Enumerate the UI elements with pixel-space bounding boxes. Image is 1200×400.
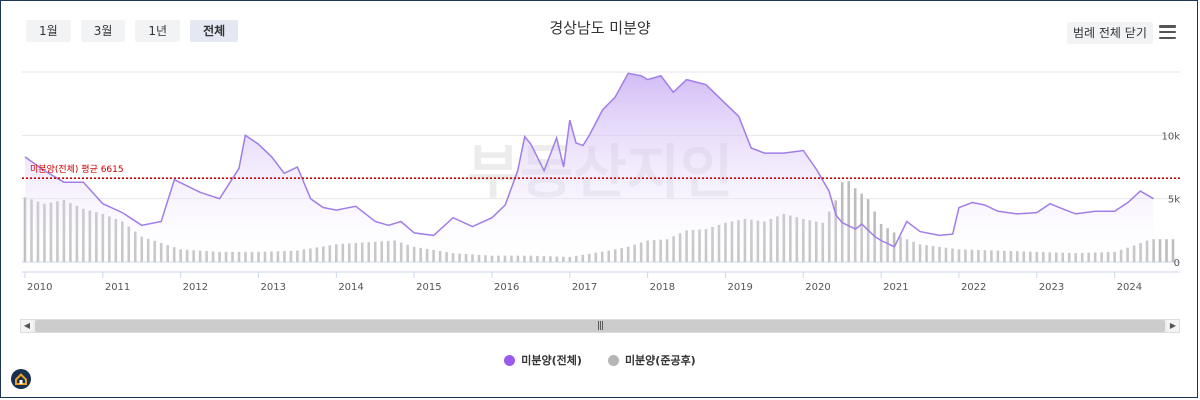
x-tick-label: 2014 — [338, 282, 363, 293]
legend-item-completed[interactable]: 미분양(준공후) — [607, 352, 696, 368]
chart-title: 경상남도 미분양 — [549, 19, 651, 37]
legend: 미분양(전체) 미분양(준공후) — [0, 352, 1200, 368]
range-button-1y[interactable]: 1년 — [135, 20, 181, 42]
x-tick-label: 2021 — [883, 282, 908, 293]
completed-bar — [853, 188, 857, 262]
completed-bar — [847, 181, 851, 262]
x-tick-label: 2016 — [494, 282, 519, 293]
chart-scrollbar[interactable]: ◀ ||| ▶ — [20, 319, 1180, 333]
x-tick-label: 2023 — [1039, 282, 1064, 293]
x-tick-label: 2010 — [27, 282, 52, 293]
x-tick-label: 2019 — [727, 282, 752, 293]
legend-label-total: 미분양(전체) — [521, 354, 582, 367]
legend-toggle-button[interactable]: 범례 전체 닫기 — [1067, 22, 1153, 44]
x-tick-label: 2013 — [260, 282, 285, 293]
x-tick-label: 2018 — [650, 282, 675, 293]
x-tick-label: 2024 — [1117, 282, 1142, 293]
scrollbar-thumb[interactable]: ||| — [35, 320, 1165, 332]
total-series-area — [25, 73, 1154, 262]
legend-label-completed: 미분양(준공후) — [624, 354, 696, 367]
x-tick-label: 2020 — [805, 282, 830, 293]
y-tick-label: 5k — [1168, 195, 1180, 206]
hamburger-menu-icon[interactable] — [1159, 25, 1176, 40]
scroll-right-arrow-icon[interactable]: ▶ — [1167, 320, 1179, 332]
completed-bar — [1152, 239, 1155, 262]
legend-swatch-total — [504, 354, 516, 366]
range-button-all[interactable]: 전체 — [190, 20, 239, 42]
y-tick-label: 10k — [1161, 131, 1180, 142]
x-tick-label: 2022 — [961, 282, 986, 293]
average-label: 미분양(전체) 평균 6615 — [30, 164, 124, 175]
completed-bar — [1165, 239, 1168, 262]
legend-item-total[interactable]: 미분양(전체) — [504, 352, 582, 368]
x-tick-label: 2017 — [572, 282, 597, 293]
completed-bar — [1158, 239, 1162, 262]
range-button-3m[interactable]: 3월 — [80, 20, 126, 42]
completed-bar — [1171, 239, 1175, 262]
site-logo-icon[interactable] — [11, 369, 31, 389]
x-tick-label: 2012 — [183, 282, 208, 293]
legend-swatch-completed — [607, 354, 619, 366]
scroll-left-arrow-icon[interactable]: ◀ — [21, 320, 33, 332]
y-tick-label: 0 — [1174, 258, 1180, 269]
x-tick-label: 2011 — [105, 282, 130, 293]
total-series-line — [24, 72, 1154, 248]
range-button-1m[interactable]: 1월 — [26, 20, 71, 42]
x-tick-label: 2015 — [416, 282, 441, 293]
range-selector: 1월 3월 1년 전체 — [26, 20, 239, 42]
grip-icon: ||| — [596, 321, 604, 331]
